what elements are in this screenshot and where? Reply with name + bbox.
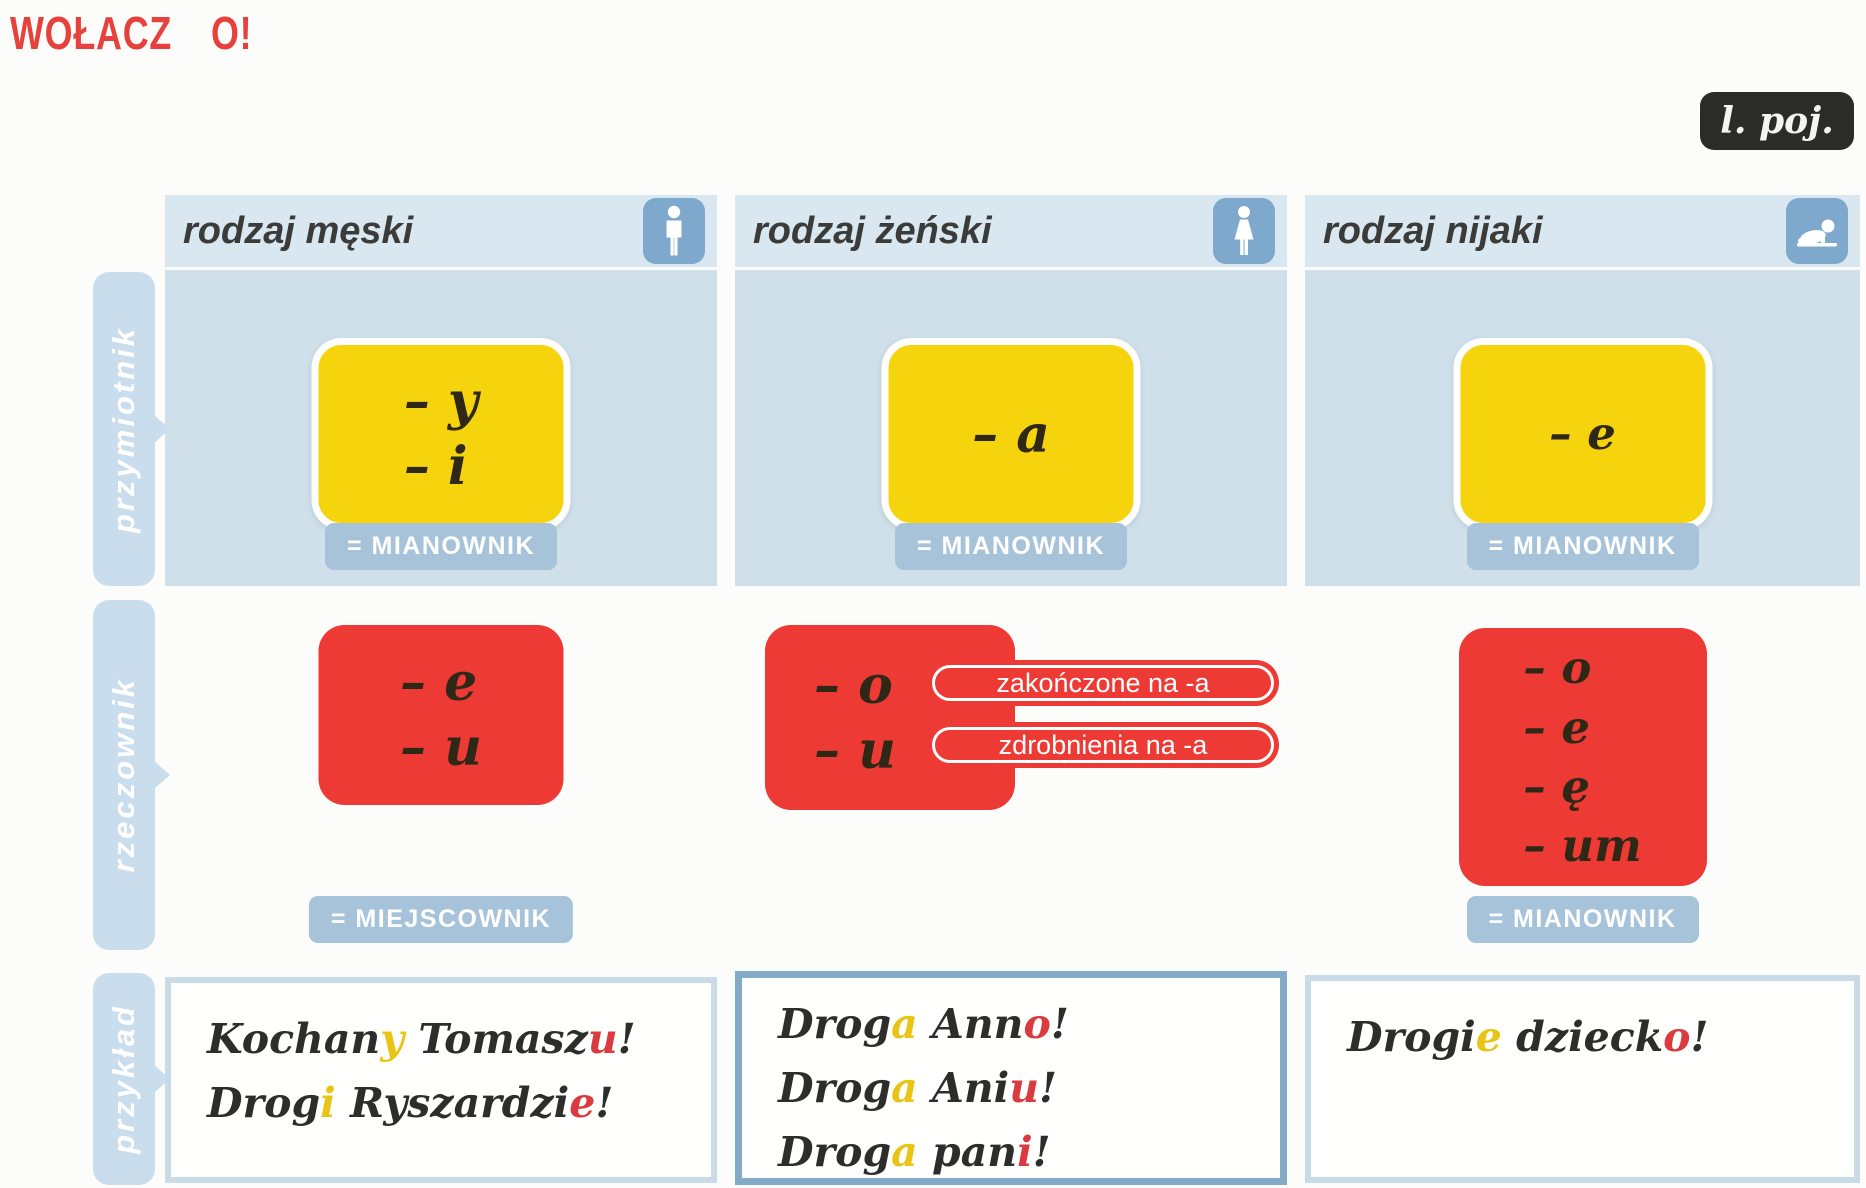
example-box: Drogie dziecko!: [1305, 975, 1860, 1183]
adjective-panel: – y – i = MIANOWNIK: [165, 270, 717, 586]
case-badge-miejscownik: = MIEJSCOWNIK: [308, 896, 574, 943]
noun-panel: – o – e – ę – um = MIANOWNIK: [1305, 600, 1860, 950]
ending-line: – u: [400, 717, 482, 778]
column-masculine: rodzaj męski – y – i = MIANOWNIK – e – u =…: [165, 0, 717, 1188]
column-title: rodzaj żeński: [753, 209, 992, 252]
example-letter-segment: Drogi: [1347, 1013, 1476, 1061]
example-line: Droga Aniu!: [778, 1056, 1270, 1120]
page-title: WOŁACZ O!: [10, 7, 253, 59]
example-letter-segment: Drog: [207, 1079, 321, 1127]
ending-line: – ę: [1523, 760, 1591, 813]
example-letter-segment: Drog: [778, 1000, 892, 1048]
endings-list: – e – u: [400, 650, 482, 780]
adjective-endings-card: – y – i: [311, 338, 571, 530]
example-line: Droga pani!: [778, 1120, 1270, 1184]
ending-line: – o: [814, 654, 893, 716]
example-letter-segment: Tomasz: [404, 1015, 588, 1063]
column-title: rodzaj męski: [183, 209, 414, 252]
noun-panel: – o – u zakończone na -a zdrobnienia na -…: [735, 600, 1287, 950]
example-letter-segment: a: [891, 1000, 918, 1048]
example-letter-segment: e: [569, 1079, 596, 1127]
adjective-endings-card: – a: [881, 338, 1141, 530]
row-tab-label: przykład: [106, 1004, 141, 1154]
example-letter-segment: Ann: [917, 1000, 1024, 1048]
ending-line: – y: [403, 371, 479, 432]
example-letter-segment: i: [1017, 1128, 1033, 1176]
ending-line: – e: [400, 652, 478, 713]
column-header: rodzaj męski: [165, 195, 717, 267]
endings-list: – o – u: [814, 653, 896, 783]
case-badge-mianownik: = MIANOWNIK: [894, 523, 1128, 570]
column-header: rodzaj nijaki: [1305, 195, 1860, 267]
example-letter-segment: !: [1039, 1064, 1058, 1112]
example-letter-segment: dzieck: [1501, 1013, 1664, 1061]
ending-line: – a: [972, 403, 1050, 465]
row-tab-label: rzeczownik: [106, 677, 141, 873]
example-letter-segment: Drog: [778, 1128, 892, 1176]
case-badge-mianownik: = MIANOWNIK: [324, 523, 558, 570]
column-title: rodzaj nijaki: [1323, 209, 1543, 252]
ending-line: – u: [814, 719, 896, 781]
ending-line: – e: [1549, 407, 1616, 461]
example-line: Drogi Ryszardzie!: [207, 1071, 701, 1135]
singular-number-badge: l. poj.: [1700, 92, 1854, 150]
woman-icon: [1213, 198, 1275, 264]
example-letter-segment: !: [1050, 1000, 1069, 1048]
example-letter-segment: Ryszardzi: [335, 1079, 570, 1127]
adjective-panel: – a = MIANOWNIK: [735, 270, 1287, 586]
ending-line: – o: [1523, 641, 1592, 695]
example-letter-segment: !: [617, 1015, 636, 1063]
noun-panel: – e – u = MIEJSCOWNIK: [165, 600, 717, 950]
example-letter-segment: o: [1023, 1000, 1051, 1048]
example-letter-segment: pan: [917, 1128, 1018, 1176]
noun-note-text: zdrobnienia na -a: [998, 729, 1208, 760]
example-letter-segment: i: [320, 1079, 336, 1127]
endings-list: – y – i: [404, 369, 478, 499]
example-box: Droga Anno! Droga Aniu! Droga pani!: [735, 971, 1287, 1185]
row-tab-przyklad: przykład: [93, 973, 170, 1185]
noun-endings-card: – e – u: [318, 625, 564, 805]
case-badge-mianownik: = MIANOWNIK: [1466, 896, 1699, 943]
row-tab-rzeczownik: rzeczownik: [93, 600, 170, 950]
example-line: Kochany Tomaszu!: [207, 1007, 701, 1071]
noun-endings-card: – o – u: [765, 625, 1015, 810]
endings-list: – o – e – ę – um: [1523, 638, 1642, 876]
example-box: Kochany Tomaszu! Drogi Ryszardzie!: [165, 977, 717, 1183]
example-letter-segment: e: [1475, 1013, 1502, 1061]
example-letter-segment: a: [891, 1128, 918, 1176]
example-line: Drogie dziecko!: [1347, 1005, 1844, 1069]
example-letter-segment: !: [1032, 1128, 1051, 1176]
man-icon: [643, 198, 705, 264]
example-letter-segment: Kochan: [207, 1015, 381, 1063]
example-letter-segment: !: [1690, 1013, 1709, 1061]
noun-endings-card: – o – e – ę – um: [1458, 628, 1707, 886]
endings-list: – a: [972, 402, 1050, 467]
example-letter-segment: Drog: [778, 1064, 892, 1112]
adjective-panel: – e = MIANOWNIK: [1305, 270, 1860, 586]
example-letter-segment: Ani: [917, 1064, 1010, 1112]
baby-icon: [1786, 198, 1848, 264]
example-letter-segment: a: [891, 1064, 918, 1112]
ending-line: – i: [403, 436, 468, 497]
column-neuter: rodzaj nijaki – e = MIANOWNIK – o – e – ę: [1305, 0, 1860, 1188]
row-tab-label: przymiotnik: [106, 325, 141, 533]
endings-list: – e: [1549, 404, 1616, 463]
example-letter-segment: o: [1663, 1013, 1691, 1061]
row-tab-przymiotnik: przymiotnik: [93, 272, 170, 586]
example-line: Droga Anno!: [778, 992, 1270, 1056]
column-feminine: rodzaj żeński – a = MIANOWNIK – o – u za: [735, 0, 1287, 1188]
ending-line: – e: [1523, 700, 1591, 754]
noun-note-pill: zakończone na -a: [927, 660, 1279, 706]
example-letter-segment: y: [380, 1015, 405, 1063]
column-header: rodzaj żeński: [735, 195, 1287, 267]
ending-line: – um: [1523, 819, 1642, 873]
example-letter-segment: !: [595, 1079, 614, 1127]
case-badge-mianownik: = MIANOWNIK: [1466, 523, 1699, 570]
adjective-endings-card: – e: [1453, 338, 1712, 530]
noun-note-text: zakończone na -a: [996, 667, 1210, 698]
noun-note-pill: zdrobnienia na -a: [927, 722, 1279, 768]
example-letter-segment: u: [587, 1015, 618, 1063]
example-letter-segment: u: [1009, 1064, 1040, 1112]
